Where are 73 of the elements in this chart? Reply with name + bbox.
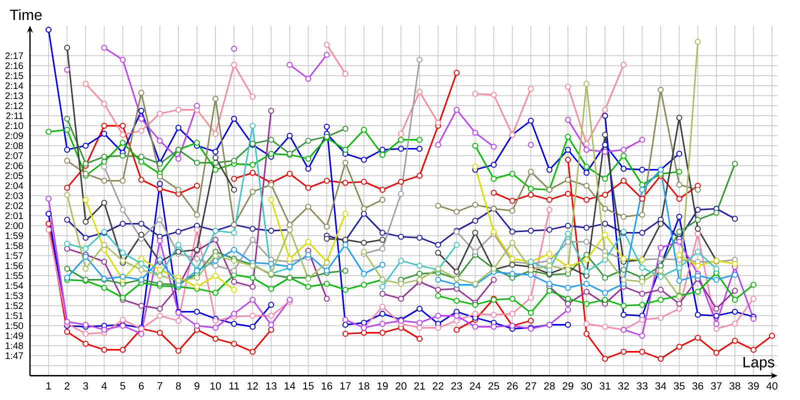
y-tick-label: 1:52 xyxy=(6,302,23,310)
x-tick-label: 32 xyxy=(618,382,629,390)
y-tick-label: 2:16 xyxy=(5,62,24,70)
x-tick-label: 30 xyxy=(581,382,592,390)
y-tick-label: 2:17 xyxy=(5,52,23,60)
y-tick-label: 1:49 xyxy=(6,332,24,340)
y-tick-label: 2:12 xyxy=(5,102,23,110)
x-tick-label: 15 xyxy=(303,382,314,390)
x-tick-label: 40 xyxy=(766,382,778,390)
x-tick-label: 20 xyxy=(396,382,406,390)
y-tick-label: 1:50 xyxy=(6,322,24,330)
y-tick-label: 2:13 xyxy=(5,92,24,100)
x-tick-label: 22 xyxy=(432,382,444,390)
x-tick-label: 12 xyxy=(248,382,258,390)
x-tick-label: 1 xyxy=(46,382,51,390)
x-tick-label: 14 xyxy=(284,382,296,390)
y-axis-title: Time xyxy=(10,9,42,20)
y-tick-label: 2:03 xyxy=(5,192,24,200)
x-tick-label: 26 xyxy=(507,382,518,390)
y-tick-label: 1:51 xyxy=(6,312,23,320)
y-tick-label: 2:10 xyxy=(5,122,24,130)
y-tick-label: 1:53 xyxy=(6,292,24,300)
x-tick-label: 27 xyxy=(526,382,536,390)
y-tick-label: 2:04 xyxy=(5,182,24,190)
x-tick-label: 11 xyxy=(229,382,239,390)
x-tick-label: 3 xyxy=(83,382,88,390)
y-tick-label: 1:57 xyxy=(6,252,23,260)
x-tick-label: 23 xyxy=(451,382,462,390)
y-tick-label: 1:54 xyxy=(6,282,24,290)
y-tick-label: 2:15 xyxy=(5,72,24,80)
x-tick-label: 10 xyxy=(210,382,221,390)
x-tick-label: 5 xyxy=(120,382,126,390)
x-tick-label: 24 xyxy=(470,382,481,390)
x-tick-label: 13 xyxy=(266,382,277,390)
x-tick-label: 34 xyxy=(655,382,666,390)
y-tick-label: 1:47 xyxy=(6,352,23,359)
x-tick-label: 37 xyxy=(710,382,722,390)
y-tick-label: 2:09 xyxy=(5,132,24,140)
y-tick-label: 2:01 xyxy=(5,212,23,220)
x-tick-label: 31 xyxy=(600,382,610,390)
y-tick-label: 1:59 xyxy=(6,232,24,240)
x-axis-title: Laps xyxy=(744,356,774,370)
y-tick-label: 2:07 xyxy=(5,152,23,160)
x-tick-label: 19 xyxy=(377,382,388,390)
x-tick-label: 16 xyxy=(322,382,332,390)
x-tick-label: 29 xyxy=(562,382,574,390)
x-tick-label: 33 xyxy=(636,382,648,390)
x-tick-label: 6 xyxy=(138,382,144,390)
y-tick-label: 2:00 xyxy=(5,222,24,230)
y-tick-label: 2:08 xyxy=(5,142,24,150)
x-tick-label: 18 xyxy=(358,382,370,390)
y-tick-label: 1:55 xyxy=(6,272,24,280)
x-tick-label: 36 xyxy=(692,382,704,390)
y-tick-label: 2:02 xyxy=(5,202,23,210)
y-tick-label: 2:11 xyxy=(6,112,24,120)
y-tick-label: 2:05 xyxy=(5,172,24,180)
x-tick-label: 39 xyxy=(748,382,759,390)
x-tick-label: 2 xyxy=(64,382,70,390)
y-tick-label: 1:56 xyxy=(6,262,24,270)
x-tick-label: 28 xyxy=(544,382,555,390)
y-tick-label: 2:06 xyxy=(5,162,24,170)
x-tick-label: 9 xyxy=(194,382,200,390)
y-tick-label: 1:48 xyxy=(6,342,24,350)
x-tick-label: 8 xyxy=(176,382,181,390)
y-tick-label: 2:14 xyxy=(5,82,24,90)
x-tick-label: 25 xyxy=(488,382,500,390)
y-tick-label: 1:58 xyxy=(6,242,24,250)
x-tick-label: 38 xyxy=(729,382,740,390)
x-tick-label: 7 xyxy=(157,382,162,390)
x-tick-label: 17 xyxy=(340,382,351,390)
x-tick-label: 21 xyxy=(414,382,425,390)
x-tick-label: 35 xyxy=(674,382,685,390)
x-tick-label: 4 xyxy=(102,382,107,390)
